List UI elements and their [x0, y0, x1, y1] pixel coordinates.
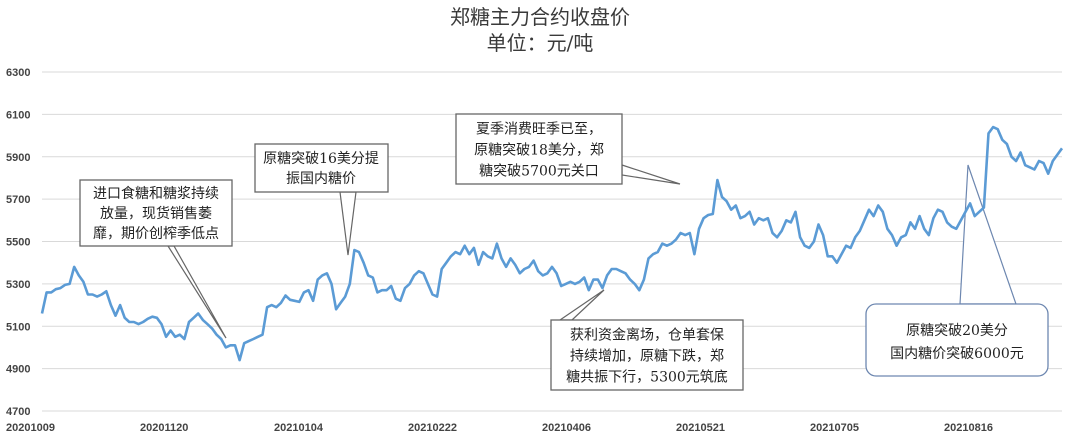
annotation-box	[455, 113, 623, 185]
annotation-text-line: 持续增加，原糖下跌，郑	[570, 348, 724, 365]
annotation-callout-pointer	[959, 164, 1017, 305]
y-tick-label: 5500	[6, 237, 30, 249]
y-tick-label: 4700	[6, 406, 30, 418]
y-tick-label: 5900	[6, 152, 30, 164]
annotation-text-line: 糖突破5700元关口	[479, 164, 599, 180]
annotation-text-line: 糖共振下行，5300元筑底	[566, 370, 728, 386]
annotation-callouts	[166, 164, 1017, 339]
annotation-text-line: 原糖突破20美分	[906, 323, 1008, 339]
annotation-text-line: 振国内糖价	[286, 171, 356, 187]
y-tick-label: 5100	[6, 321, 30, 333]
y-axis-labels: 4700 4900 5100 5300 5500 5700 5900 6100 6300	[6, 67, 30, 418]
annotation-callout-pointer	[166, 245, 227, 339]
x-tick-label: 20210705	[810, 422, 859, 434]
annotation-callout-pointer	[621, 164, 681, 185]
annotation-callout-pointer	[558, 289, 605, 321]
annotation-text-line: 放量，现货销售萎	[100, 205, 212, 222]
annotation-callout-pointer	[339, 191, 357, 256]
annotation-text-line: 国内糖价突破6000元	[890, 346, 1024, 362]
annotation-text-line: 获利资金离场，仓单套保	[570, 327, 724, 344]
y-tick-label: 5700	[6, 194, 30, 206]
annotation-text-line: 原糖突破18美分，郑	[474, 143, 604, 159]
annotation-box	[254, 143, 389, 193]
y-tick-label: 4900	[6, 364, 30, 376]
series-line	[40, 125, 1064, 362]
x-tick-label: 20210816	[944, 422, 993, 434]
annotation-text-line: 夏季消费旺季已至，	[476, 122, 602, 138]
x-tick-label: 20210104	[274, 422, 324, 434]
y-tick-label: 6100	[6, 109, 30, 121]
annotation-box	[550, 319, 744, 391]
annotation-text-line: 靡，期价创榨季低点	[93, 225, 219, 242]
annotation-box	[865, 303, 1049, 377]
x-tick-label: 20210406	[542, 422, 591, 434]
chart-title: 郑糖主力合约收盘价	[450, 5, 630, 29]
x-tick-label: 20210521	[676, 422, 725, 434]
x-axis-labels: 20201009 20201120 20210104 20210222 20210406…	[6, 422, 993, 434]
annotation-box	[79, 179, 233, 247]
chart-subtitle: 单位：元/吨	[487, 31, 594, 55]
x-tick-label: 20201009	[6, 422, 55, 434]
annotation-text-line: 进口食糖和糖浆持续	[93, 185, 219, 202]
x-tick-label: 20210222	[408, 422, 457, 434]
annotation-text-line: 原糖突破16美分提	[263, 151, 379, 167]
x-tick-label: 20201120	[140, 422, 188, 434]
y-tick-label: 6300	[6, 67, 30, 79]
y-tick-label: 5300	[6, 279, 30, 291]
